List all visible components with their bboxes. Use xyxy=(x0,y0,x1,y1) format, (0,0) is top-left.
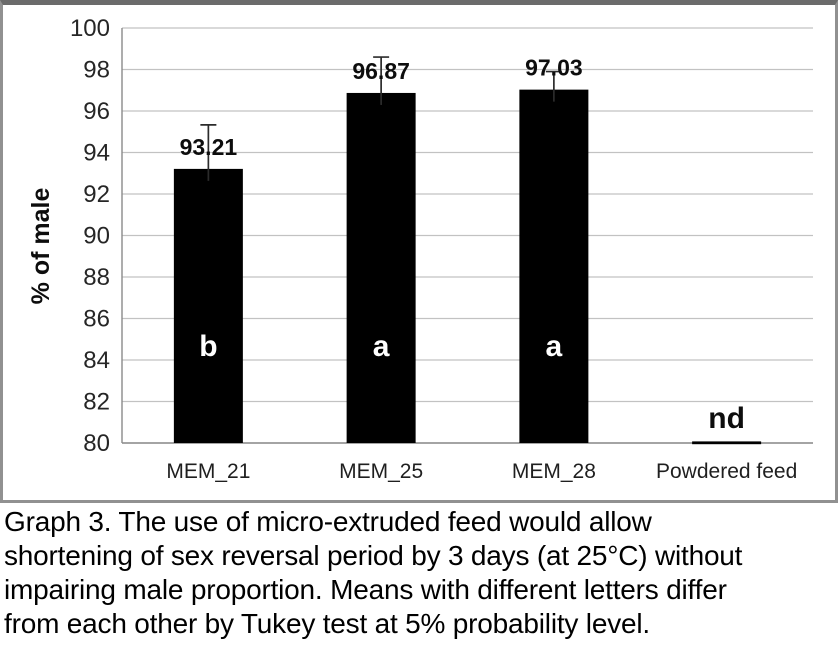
significance-letter: a xyxy=(546,330,563,363)
significance-letter: b xyxy=(199,330,217,363)
category-label: MEM_25 xyxy=(339,460,423,483)
caption-line: from each other by Tukey test at 5% prob… xyxy=(4,608,650,639)
y-tick-label: 100 xyxy=(70,15,110,42)
y-tick-label: 88 xyxy=(83,264,110,291)
chart-panel: 93.21 b MEM_21 96.87 a MEM_25 97.03 a MEM_28 nd Po… xyxy=(0,0,838,503)
y-tick-label: 98 xyxy=(83,57,110,84)
y-axis-title: % of male xyxy=(27,188,55,305)
y-tick-label: 86 xyxy=(83,306,110,333)
value-label: 96.87 xyxy=(352,58,410,84)
y-tick-label: 96 xyxy=(83,98,110,125)
y-tick-label: 92 xyxy=(83,181,110,208)
category-label: MEM_21 xyxy=(166,460,250,483)
bar-mem-21 xyxy=(173,168,243,443)
y-tick-label: 80 xyxy=(83,430,110,457)
bar-mem-28 xyxy=(519,89,589,443)
nd-bar-line xyxy=(692,441,762,445)
y-tick-label: 90 xyxy=(83,223,110,250)
y-tick-label: 82 xyxy=(83,389,110,416)
caption-line: impairing male proportion. Means with di… xyxy=(4,574,727,605)
caption: Graph 3. The use of micro-extruded feed … xyxy=(4,505,834,641)
caption-line: shortening of sex reversal period by 3 d… xyxy=(4,540,743,571)
bar-mem-25 xyxy=(346,92,416,443)
value-label: 93.21 xyxy=(180,134,238,160)
category-label: Powdered feed xyxy=(656,460,797,483)
category-label: MEM_28 xyxy=(512,460,596,483)
value-label: 97.03 xyxy=(525,55,583,81)
significance-letter: a xyxy=(373,330,390,363)
caption-line: Graph 3. The use of micro-extruded feed … xyxy=(4,506,652,537)
y-tick-label: 94 xyxy=(83,140,110,167)
nd-label: nd xyxy=(708,402,745,435)
y-tick-label: 84 xyxy=(83,347,110,374)
bar-chart: 93.21 b MEM_21 96.87 a MEM_25 97.03 a MEM_28 nd Po… xyxy=(27,15,813,483)
